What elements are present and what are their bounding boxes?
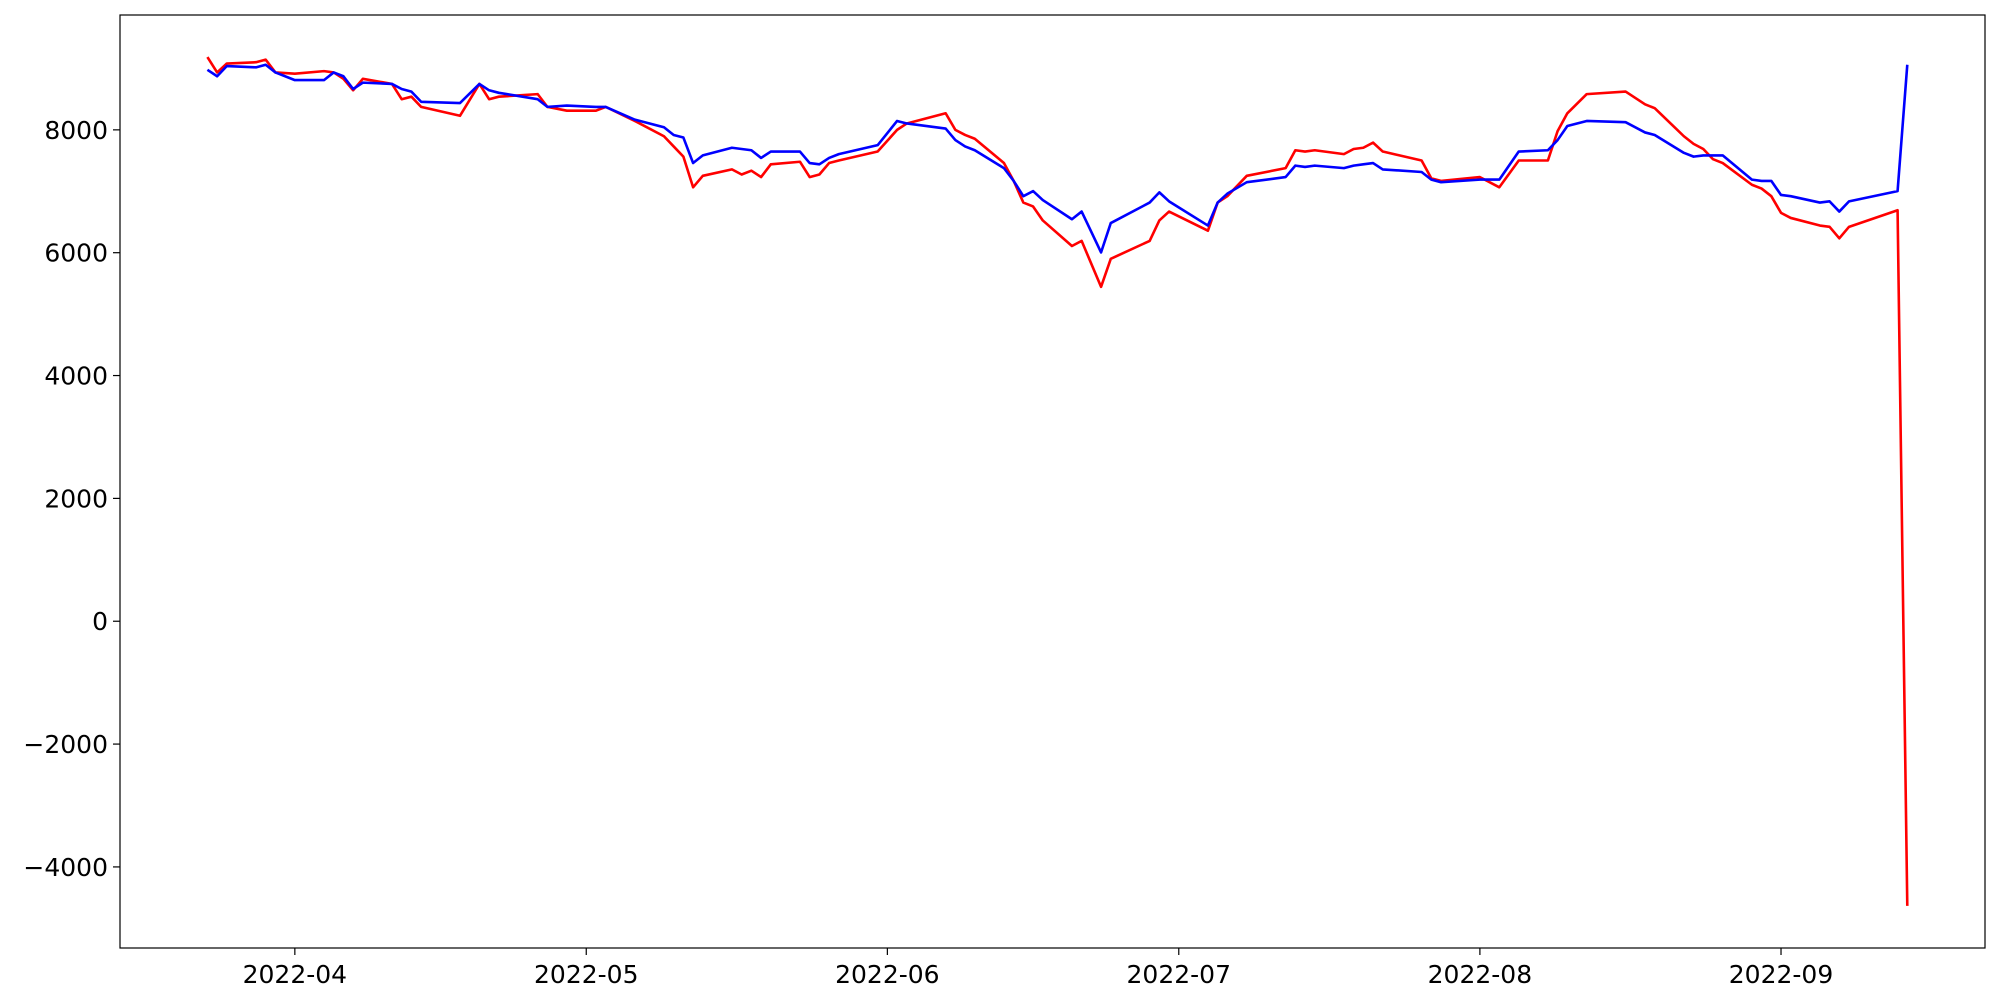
series-line	[206, 56, 1909, 906]
y-tick-label: 4000	[44, 362, 108, 391]
x-tick-label: 2022-05	[534, 960, 638, 989]
y-tick-label: −4000	[23, 853, 108, 882]
x-tick-label: 2022-07	[1127, 960, 1231, 989]
y-tick-label: 2000	[44, 484, 108, 513]
y-tick-label: 8000	[44, 116, 108, 145]
y-tick-label: −2000	[23, 730, 108, 759]
y-tick-label: 6000	[44, 239, 108, 268]
x-tick-label: 2022-06	[835, 960, 939, 989]
y-tick-label: 0	[92, 607, 108, 636]
x-tick-label: 2022-08	[1428, 960, 1532, 989]
x-tick-label: 2022-04	[243, 960, 347, 989]
plot-frame	[119, 14, 1986, 949]
series-line	[206, 63, 1909, 254]
x-tick-label: 2022-09	[1729, 960, 1833, 989]
